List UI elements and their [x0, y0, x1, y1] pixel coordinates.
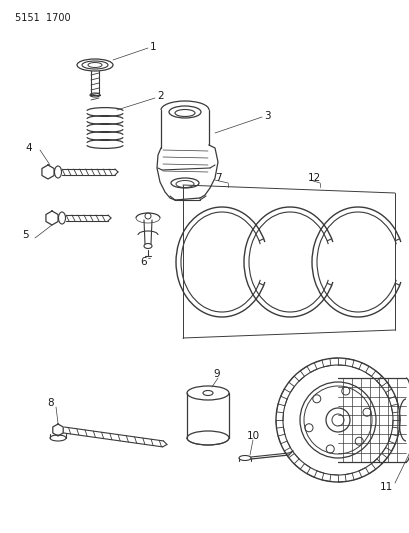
Text: 3: 3 — [263, 111, 270, 121]
Text: 2: 2 — [157, 91, 163, 101]
Text: 11: 11 — [379, 482, 392, 492]
Text: 6: 6 — [139, 257, 146, 267]
Text: 10: 10 — [246, 431, 259, 441]
Text: 5: 5 — [22, 230, 29, 240]
Text: 1: 1 — [150, 42, 156, 52]
Text: 8: 8 — [47, 398, 54, 408]
Text: 9: 9 — [213, 369, 219, 379]
Text: 4: 4 — [25, 143, 31, 153]
Text: 12: 12 — [307, 173, 321, 183]
Text: 5151  1700: 5151 1700 — [15, 13, 70, 23]
Text: 7: 7 — [214, 173, 221, 183]
